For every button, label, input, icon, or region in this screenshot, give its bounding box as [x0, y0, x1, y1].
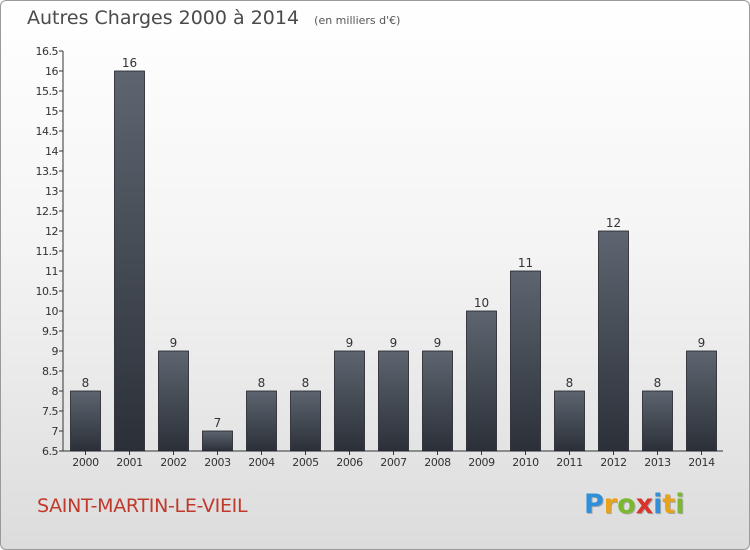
y-tick-label: 6.5	[42, 445, 58, 458]
bar-value-label: 8	[82, 376, 90, 390]
y-tick-label: 7.5	[42, 405, 58, 418]
x-tick-label: 2013	[644, 456, 671, 469]
y-tick-label: 13	[45, 185, 58, 198]
town-name: SAINT-MARTIN-LE-VIEIL	[37, 495, 248, 517]
bar	[686, 350, 717, 452]
bar-value-label: 8	[302, 376, 310, 390]
bar-value-label: 8	[258, 376, 266, 390]
bar	[466, 310, 497, 452]
bar-value-label: 8	[654, 376, 662, 390]
y-tick-label: 9	[52, 345, 59, 358]
brand-letter: x	[635, 489, 654, 520]
x-tick-label: 2010	[512, 456, 539, 469]
chart-unit: (en milliers d'€)	[314, 14, 401, 27]
brand-letter: r	[603, 489, 618, 520]
bar	[114, 70, 145, 452]
y-tick-label: 11	[45, 265, 58, 278]
y-tick-label: 12	[45, 225, 58, 238]
x-tick-label: 2014	[688, 456, 715, 469]
y-tick-label: 16.5	[36, 45, 59, 58]
brand-letter: o	[617, 489, 636, 520]
x-tick-label: 2012	[600, 456, 626, 469]
bar-value-label: 9	[346, 336, 354, 350]
y-tick-label: 9.5	[42, 325, 58, 338]
bar-value-label: 9	[698, 336, 706, 350]
x-tick-label: 2002	[160, 456, 186, 469]
x-tick-label: 2008	[424, 456, 451, 469]
bar	[70, 390, 101, 452]
bar-value-label: 16	[122, 56, 137, 70]
bar-value-label: 9	[390, 336, 398, 350]
x-tick-label: 2000	[72, 456, 99, 469]
y-tick-label: 14.5	[36, 125, 59, 138]
y-tick-label: 12.5	[36, 205, 59, 218]
y-tick-label: 15.5	[36, 85, 59, 98]
x-axis: 2000 2001 2002 2003 2004 2005 2006 2007 2008 2009…	[63, 450, 723, 469]
x-tick-label: 2006	[336, 456, 363, 469]
brand-logo: Proxiti	[584, 489, 685, 520]
bar-value-label: 12	[606, 216, 621, 230]
y-tick-label: 10	[45, 305, 58, 318]
y-tick-label: 15	[45, 105, 58, 118]
bar-value-label: 10	[474, 296, 489, 310]
x-tick-label: 2005	[292, 456, 319, 469]
chart-title: Autres Charges 2000 à 2014	[27, 7, 300, 29]
brand-letter: i	[653, 489, 663, 520]
x-tick-label: 2004	[248, 456, 275, 469]
bar-value-label: 9	[170, 336, 178, 350]
y-tick-label: 13.5	[36, 165, 59, 178]
bar	[510, 270, 541, 452]
x-tick-label: 2009	[468, 456, 495, 469]
bar-value-label: 8	[566, 376, 574, 390]
y-tick-label: 8	[52, 385, 59, 398]
y-tick-label: 7	[52, 425, 59, 438]
y-tick-label: 11.5	[36, 245, 59, 258]
brand-letter: t	[662, 489, 676, 520]
bar	[378, 350, 409, 452]
bar	[158, 350, 189, 452]
y-axis: 6.5 7 7.5 8 8.5 9 9.5 10 10.5 11 11.5 12 12.5 13 13.5 1…	[36, 45, 64, 458]
y-tick-label: 16	[45, 65, 58, 78]
bar-value-label: 9	[434, 336, 442, 350]
bar-value-label: 7	[214, 416, 222, 430]
bar	[554, 390, 585, 452]
x-tick-label: 2011	[556, 456, 582, 469]
y-tick-label: 14	[45, 145, 58, 158]
y-tick-label: 10.5	[36, 285, 59, 298]
bars: 8 16 9 7 8 8 9 9 9 10 11 8 12 8 9	[70, 56, 717, 452]
brand-letter: P	[584, 489, 604, 520]
bar-value-label: 11	[518, 256, 533, 270]
bar	[202, 430, 233, 452]
brand-letter: i	[675, 489, 685, 520]
x-tick-label: 2001	[116, 456, 142, 469]
title-row: Autres Charges 2000 à 2014 (en milliers …	[27, 7, 400, 29]
x-tick-label: 2007	[380, 456, 407, 469]
bar	[334, 350, 365, 452]
x-tick-label: 2003	[204, 456, 231, 469]
bar	[246, 390, 277, 452]
y-tick-label: 8.5	[42, 365, 58, 378]
bar	[290, 390, 321, 452]
bar	[598, 230, 629, 452]
bar	[642, 390, 673, 452]
bar	[422, 350, 453, 452]
